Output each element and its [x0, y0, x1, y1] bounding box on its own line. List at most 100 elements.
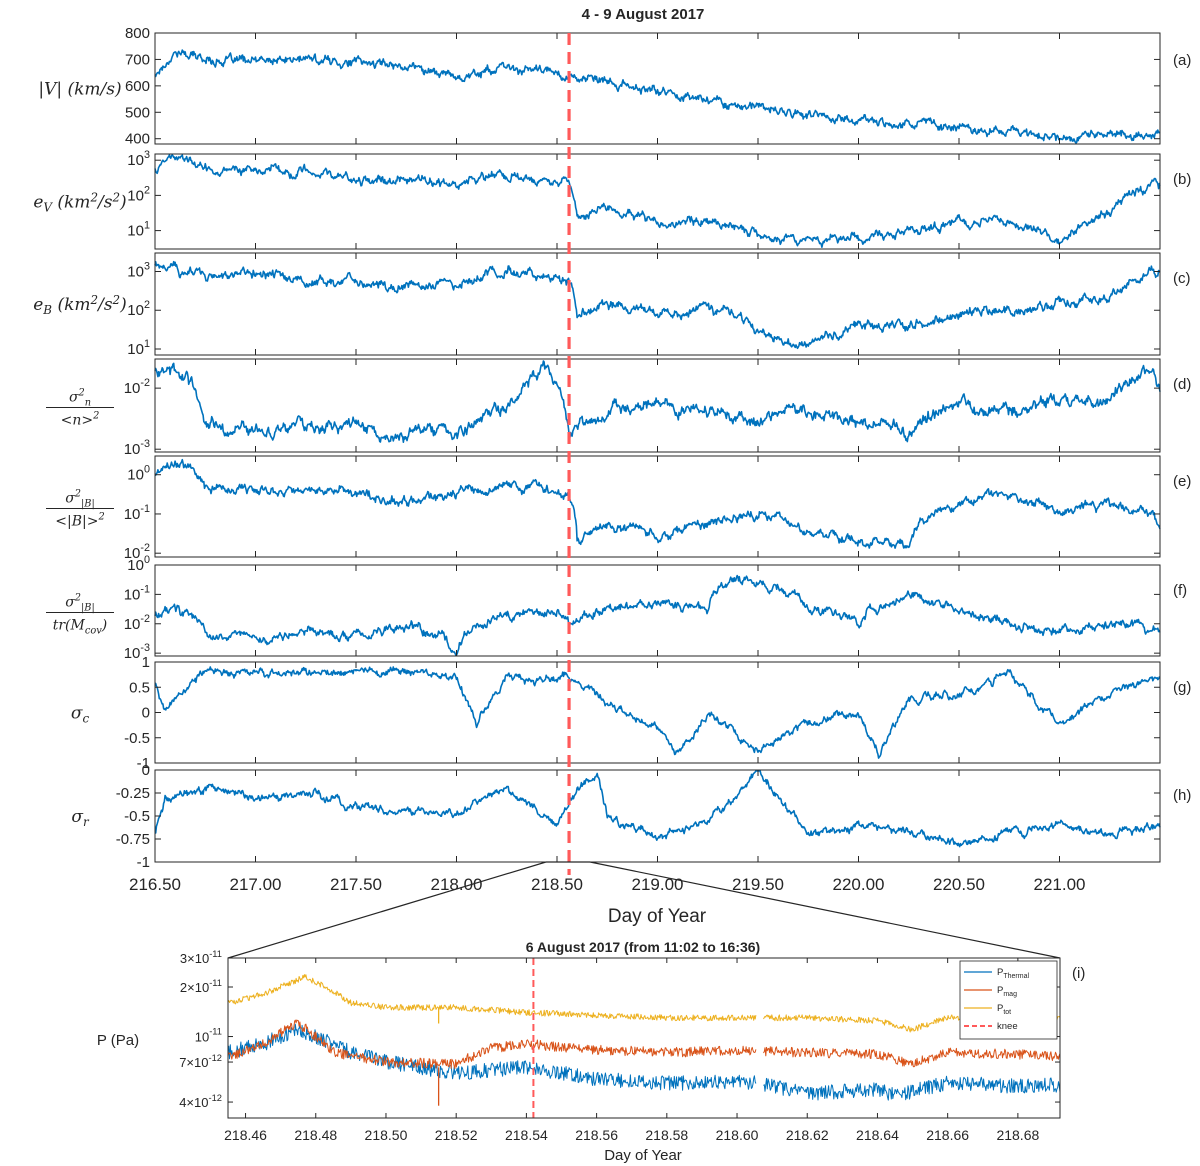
- axes-box: [154, 32, 1161, 145]
- panel-i-pressure: 4×10-12 7×10-12 10-11 2×10-11 3×10-11 218.46 2…: [97, 939, 1085, 1164]
- y-axis-label: σ2​|B|​: [65, 489, 95, 510]
- axes-box: [154, 661, 1161, 764]
- panel-letter: (b): [1173, 171, 1191, 188]
- series-line: [154, 458, 1161, 549]
- x-tick-label: 218.60: [716, 1127, 759, 1143]
- y-tick-label: 7×10-12: [179, 1053, 222, 1070]
- x-tick-label: 218.54: [505, 1127, 548, 1143]
- y-tick-label: 102: [127, 184, 150, 204]
- y-tick-label: 400: [125, 131, 150, 148]
- zoom-line-left: [227, 861, 547, 959]
- x-axis-label: Day of Year: [608, 906, 707, 927]
- panel-letter: (h): [1173, 787, 1191, 804]
- zoom-line-right: [589, 861, 1061, 959]
- panel-i-title: 6 August 2017 (from 11:02 to 16:36): [526, 939, 760, 955]
- y-tick-label: -0.75: [116, 831, 150, 848]
- x-tick-label: 219.50: [732, 875, 784, 894]
- y-axis-label: eB​ (km2​/s2​): [33, 293, 127, 317]
- y-axis-label: |V| (km/s): [38, 80, 121, 100]
- panel-letter: (c): [1173, 270, 1191, 287]
- axes-box: [154, 564, 1161, 657]
- series-line: [154, 360, 1161, 444]
- axes-box: [154, 358, 1161, 453]
- series-line-p_mag: [227, 1019, 757, 1070]
- series-line: [154, 260, 1161, 350]
- x-axis-label: Day of Year: [604, 1147, 682, 1164]
- y-axis-label: σc​: [71, 704, 90, 726]
- x-tick-label: 218.58: [645, 1127, 688, 1143]
- panel-h: -1 -0.75 -0.5 -0.25 0 (h) σr​ 216.50 217.00 217.5…: [71, 762, 1191, 927]
- zoom-connector-lines: [227, 861, 1061, 959]
- y-tick-label: 10-2: [124, 613, 150, 633]
- y-axis-label-denominator: <n>2​: [61, 411, 100, 429]
- panel-letter: (i): [1072, 965, 1085, 982]
- y-tick-label: 1: [142, 654, 150, 671]
- y-tick-label: 10-2: [124, 377, 150, 397]
- x-tick-label: 218.62: [786, 1127, 829, 1143]
- y-tick-label: 100: [127, 554, 150, 574]
- x-tick-label: 216.50: [129, 875, 181, 894]
- x-tick-label: 218.56: [575, 1127, 618, 1143]
- axes-box: [154, 252, 1161, 356]
- x-tick-label: 218.46: [224, 1127, 267, 1143]
- series-line-p_thermal: [763, 1075, 1061, 1101]
- y-tick-label: 700: [125, 51, 150, 68]
- series-line: [154, 666, 1161, 759]
- series-line: [154, 49, 1161, 144]
- panel-letter: (e): [1173, 473, 1191, 490]
- y-tick-label: 800: [125, 25, 150, 42]
- x-tick-label: 218.50: [531, 875, 583, 894]
- legend: PThermal Pmag Ptot knee: [959, 960, 1058, 1040]
- y-tick-label: 0: [142, 705, 150, 722]
- y-tick-label: 103: [127, 149, 150, 169]
- y-tick-label: 103: [127, 260, 150, 280]
- series-line: [154, 574, 1161, 656]
- panel-g: -1 -0.5 0 0.5 1 (g) σc​: [71, 654, 1191, 772]
- legend-label: knee: [997, 1021, 1018, 1032]
- panel-d: 10-3 10-2 (d) σ2​n​ <n>2​: [46, 358, 1191, 458]
- y-tick-label: 101: [127, 220, 150, 240]
- x-tick-label: 218.64: [856, 1127, 899, 1143]
- y-tick-label: 10-3: [124, 438, 150, 458]
- y-tick-label: 10-3: [124, 642, 150, 662]
- x-tick-label: 221.00: [1034, 875, 1086, 894]
- y-tick-label: 100: [127, 464, 150, 484]
- panel-e: 10-2 10-1 100 (e) σ2​|B|​ <|B|>2​: [46, 455, 1191, 562]
- series-line: [154, 770, 1161, 848]
- x-tick-label: 218.68: [996, 1127, 1039, 1143]
- y-tick-label: 3×10-11: [180, 949, 222, 966]
- y-tick-label: 10-11: [195, 1027, 222, 1045]
- x-tick-label: 220.50: [933, 875, 985, 894]
- panel-f: 10-3 10-2 10-1 100 (f) σ2​|B|​ tr(Mcov​): [46, 554, 1187, 662]
- y-tick-label: -0.5: [124, 730, 150, 747]
- y-axis-label: σr​: [71, 807, 90, 829]
- x-tick-label: 219.00: [632, 875, 684, 894]
- axes-box: [154, 153, 1161, 250]
- panel-letter: (a): [1173, 52, 1191, 69]
- y-tick-label: 102: [127, 299, 150, 319]
- y-tick-label: 10-2: [124, 542, 150, 562]
- y-tick-label: -0.5: [124, 808, 150, 825]
- legend-label: PThermal: [997, 967, 1029, 980]
- y-tick-label: 0: [142, 762, 150, 779]
- y-tick-label: 2×10-11: [180, 978, 222, 995]
- top-panels: 400 500 600 700 800 (a) |V| (km/s) 101 102 103 (b)…: [33, 25, 1191, 927]
- axes-box: [227, 957, 1061, 1119]
- panel-c: 101 102 103 (c) eB​ (km2​/s2​): [33, 252, 1191, 358]
- legend-label: Pmag: [997, 985, 1017, 998]
- y-tick-label: -1: [137, 755, 150, 772]
- y-tick-label: -0.25: [116, 785, 150, 802]
- series-line-p_thermal: [227, 1023, 757, 1091]
- y-axis-label: σ2​n​: [69, 388, 91, 409]
- y-tick-label: 4×10-12: [179, 1093, 222, 1110]
- y-axis-label: σ2​|B|​: [65, 593, 95, 614]
- y-axis-label: P (Pa): [97, 1032, 139, 1049]
- x-tick-label: 217.00: [230, 875, 282, 894]
- x-tick-label: 218.48: [294, 1127, 337, 1143]
- y-tick-label: -1: [137, 854, 150, 871]
- y-tick-label: 600: [125, 78, 150, 95]
- x-tick-label: 218.52: [435, 1127, 478, 1143]
- panel-a: 400 500 600 700 800 (a) |V| (km/s): [38, 25, 1191, 148]
- x-tick-label: 218.00: [431, 875, 483, 894]
